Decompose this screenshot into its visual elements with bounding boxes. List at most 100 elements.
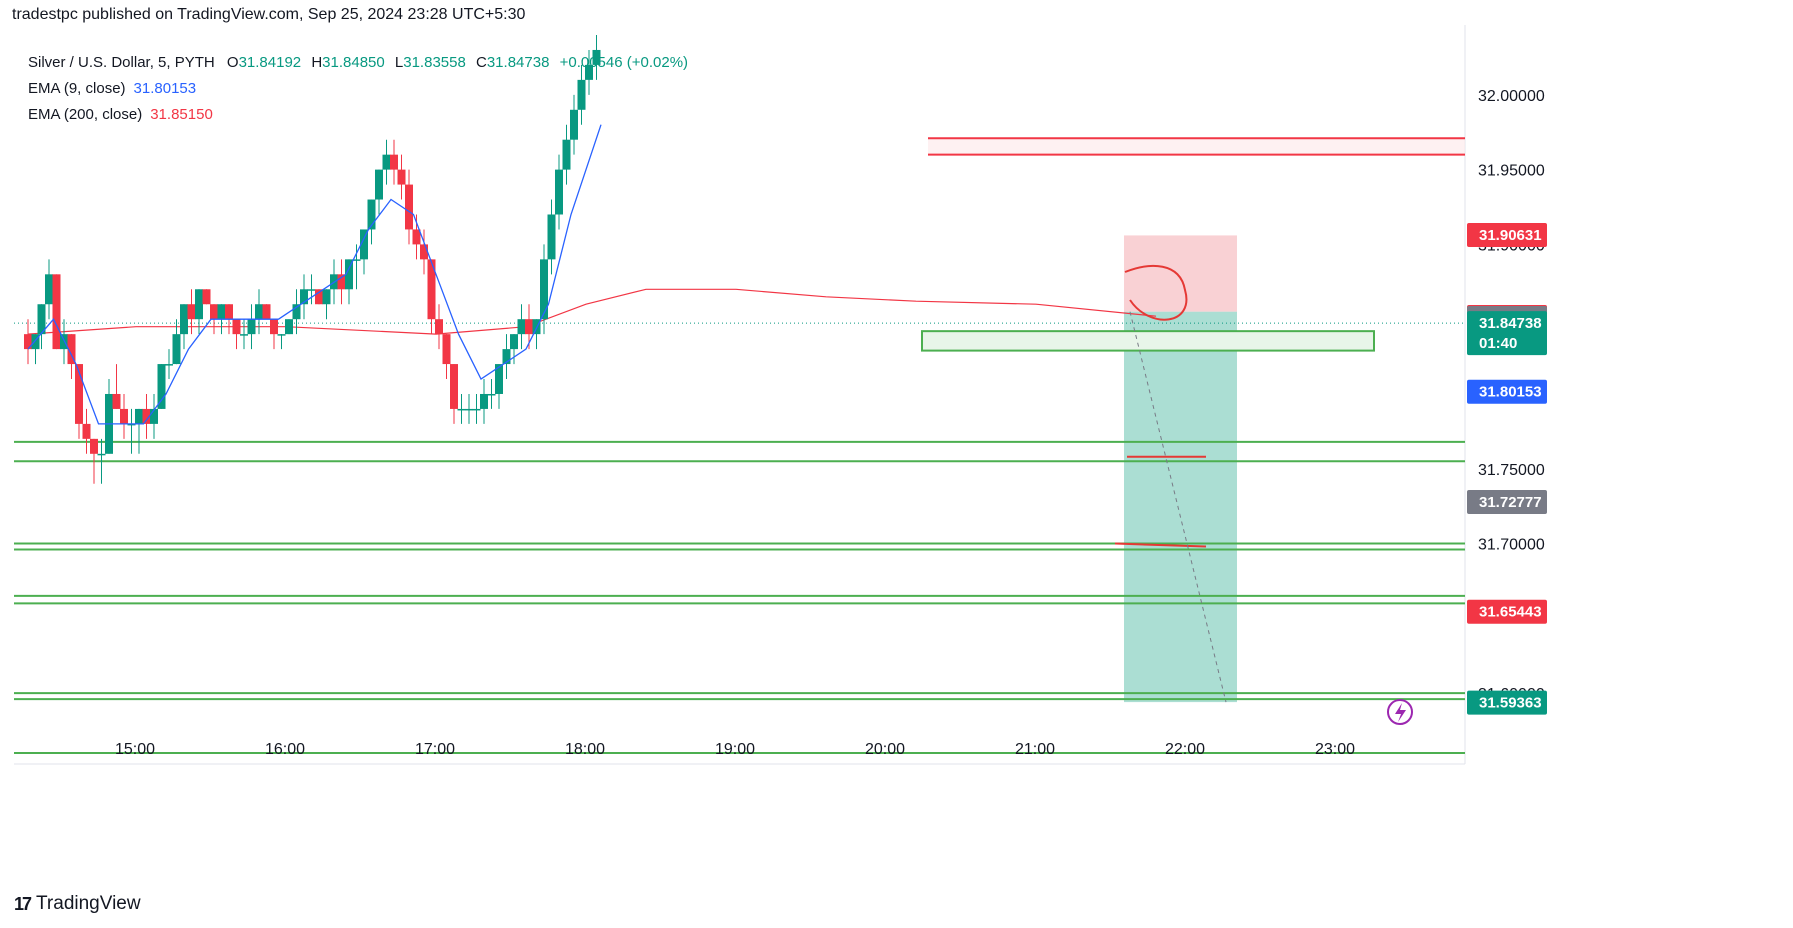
- candle-body: [97, 453, 106, 456]
- brand-text: TradingView: [36, 893, 141, 914]
- candle-body: [322, 289, 331, 305]
- candle-body: [31, 334, 40, 350]
- take-profit-zone: [1124, 311, 1237, 703]
- candle-body: [390, 154, 398, 170]
- demand-zone-box: [921, 330, 1375, 352]
- candle-body: [450, 364, 458, 409]
- candle-body: [202, 289, 211, 305]
- candle-body: [562, 139, 571, 170]
- candle-body: [255, 304, 263, 320]
- candle-body: [435, 319, 443, 335]
- candle-body: [367, 199, 376, 230]
- ema9-label: EMA (9, close): [28, 80, 126, 97]
- candle-body: [517, 319, 526, 335]
- ema9-row[interactable]: EMA (9, close) 31.80153: [28, 76, 688, 102]
- supply-zone-fill: [928, 138, 1465, 155]
- ema200-row[interactable]: EMA (200, close) 31.85150: [28, 102, 688, 128]
- footer-brand[interactable]: 17 TradingView: [14, 893, 141, 915]
- price-tick-label: 32.00000: [1478, 88, 1545, 105]
- candle-body: [525, 319, 533, 335]
- price-tick-label: 31.95000: [1478, 163, 1545, 180]
- candle-body: [165, 364, 173, 366]
- ema9-line-group: [27, 124, 602, 425]
- price-tags: 31.9063131.8515031.8508231.8473801:4031.…: [1467, 222, 1547, 715]
- open-label: O: [226, 54, 239, 71]
- candle-body: [82, 423, 91, 439]
- candle-body: [60, 334, 68, 350]
- low-label: L: [394, 54, 404, 71]
- candle-body: [420, 244, 428, 260]
- price-tag: [1467, 690, 1547, 715]
- price-tag-label: 31.65443: [1479, 604, 1542, 621]
- candle-body: [285, 319, 293, 335]
- candle-body: [375, 169, 383, 200]
- candle-body: [247, 319, 256, 335]
- candle-body: [337, 274, 346, 290]
- candle-body: [540, 259, 548, 320]
- countdown-label: 01:40: [1479, 335, 1517, 352]
- candle-body: [232, 319, 241, 335]
- time-tick-label: 20:00: [865, 741, 905, 758]
- price-tag-label: 31.80153: [1479, 384, 1542, 401]
- stop-loss-zone: [1124, 235, 1237, 312]
- time-tick-label: 23:00: [1315, 741, 1355, 758]
- candle-body: [397, 169, 406, 185]
- misc-drawings: [1114, 264, 1413, 725]
- time-tick-label: 19:00: [715, 741, 755, 758]
- price-tag-label: 31.84738: [1479, 315, 1542, 332]
- candle-body: [300, 289, 308, 305]
- price-tag: [1467, 599, 1547, 624]
- price-tag-label: 31.90631: [1479, 227, 1542, 244]
- candle-body: [510, 334, 518, 350]
- candle-body: [270, 319, 278, 335]
- candles: [24, 35, 601, 484]
- ema9-line: [27, 124, 602, 425]
- candle-body: [555, 169, 563, 215]
- price-tag: [1467, 311, 1547, 356]
- price-tag-label: 31.72777: [1479, 494, 1542, 511]
- time-axis[interactable]: 15:00 16:00 17:00 18:00 19:00 20:00 21:00 22:00…: [115, 741, 1355, 758]
- ema200-label: EMA (200, close): [28, 106, 143, 123]
- price-tick-label: 31.75000: [1478, 462, 1545, 479]
- candle-body: [187, 304, 196, 320]
- ema9-value: 31.80153: [133, 80, 197, 97]
- candle-body: [240, 334, 248, 336]
- tradingview-logo-icon: 17: [14, 893, 32, 914]
- candle-body: [150, 408, 158, 424]
- candle-body: [142, 408, 151, 424]
- high-label: H: [311, 54, 323, 71]
- candle-body: [315, 289, 323, 305]
- time-tick-label: 18:00: [565, 741, 605, 758]
- candle-body: [157, 364, 166, 409]
- candle-body: [480, 393, 488, 409]
- candle-body: [112, 393, 121, 409]
- candle-body: [592, 49, 601, 65]
- candle-body: [307, 289, 316, 291]
- candle-body: [472, 408, 481, 411]
- candle-body: [292, 304, 301, 320]
- candle-body: [532, 319, 541, 335]
- candle-body: [352, 259, 361, 261]
- ema200-line-group: [27, 288, 1157, 335]
- symbol-label[interactable]: Silver / U.S. Dollar, 5, PYTH: [28, 54, 215, 71]
- candle-body: [495, 364, 503, 394]
- close-label: C: [476, 54, 487, 71]
- candle-body: [52, 274, 61, 350]
- candle-body: [502, 349, 511, 365]
- trade-path-line: [1129, 311, 1227, 703]
- candle-body: [195, 289, 203, 320]
- publisher-line: tradestpc published on TradingView.com, …: [12, 6, 526, 23]
- ema200-value: 31.85150: [150, 106, 213, 123]
- candle-body: [547, 214, 556, 260]
- chart-grid: [14, 25, 1466, 765]
- high-value: 31.84850: [322, 54, 385, 71]
- candle-body: [172, 334, 181, 365]
- marker-line: [1114, 542, 1207, 548]
- candle-body: [585, 64, 593, 80]
- candle-body: [180, 304, 188, 335]
- candle-body: [127, 423, 136, 426]
- price-tick-label: 31.70000: [1478, 537, 1545, 554]
- lightning-bolt-icon: [1395, 703, 1406, 722]
- horizontal-levels: [14, 137, 1465, 754]
